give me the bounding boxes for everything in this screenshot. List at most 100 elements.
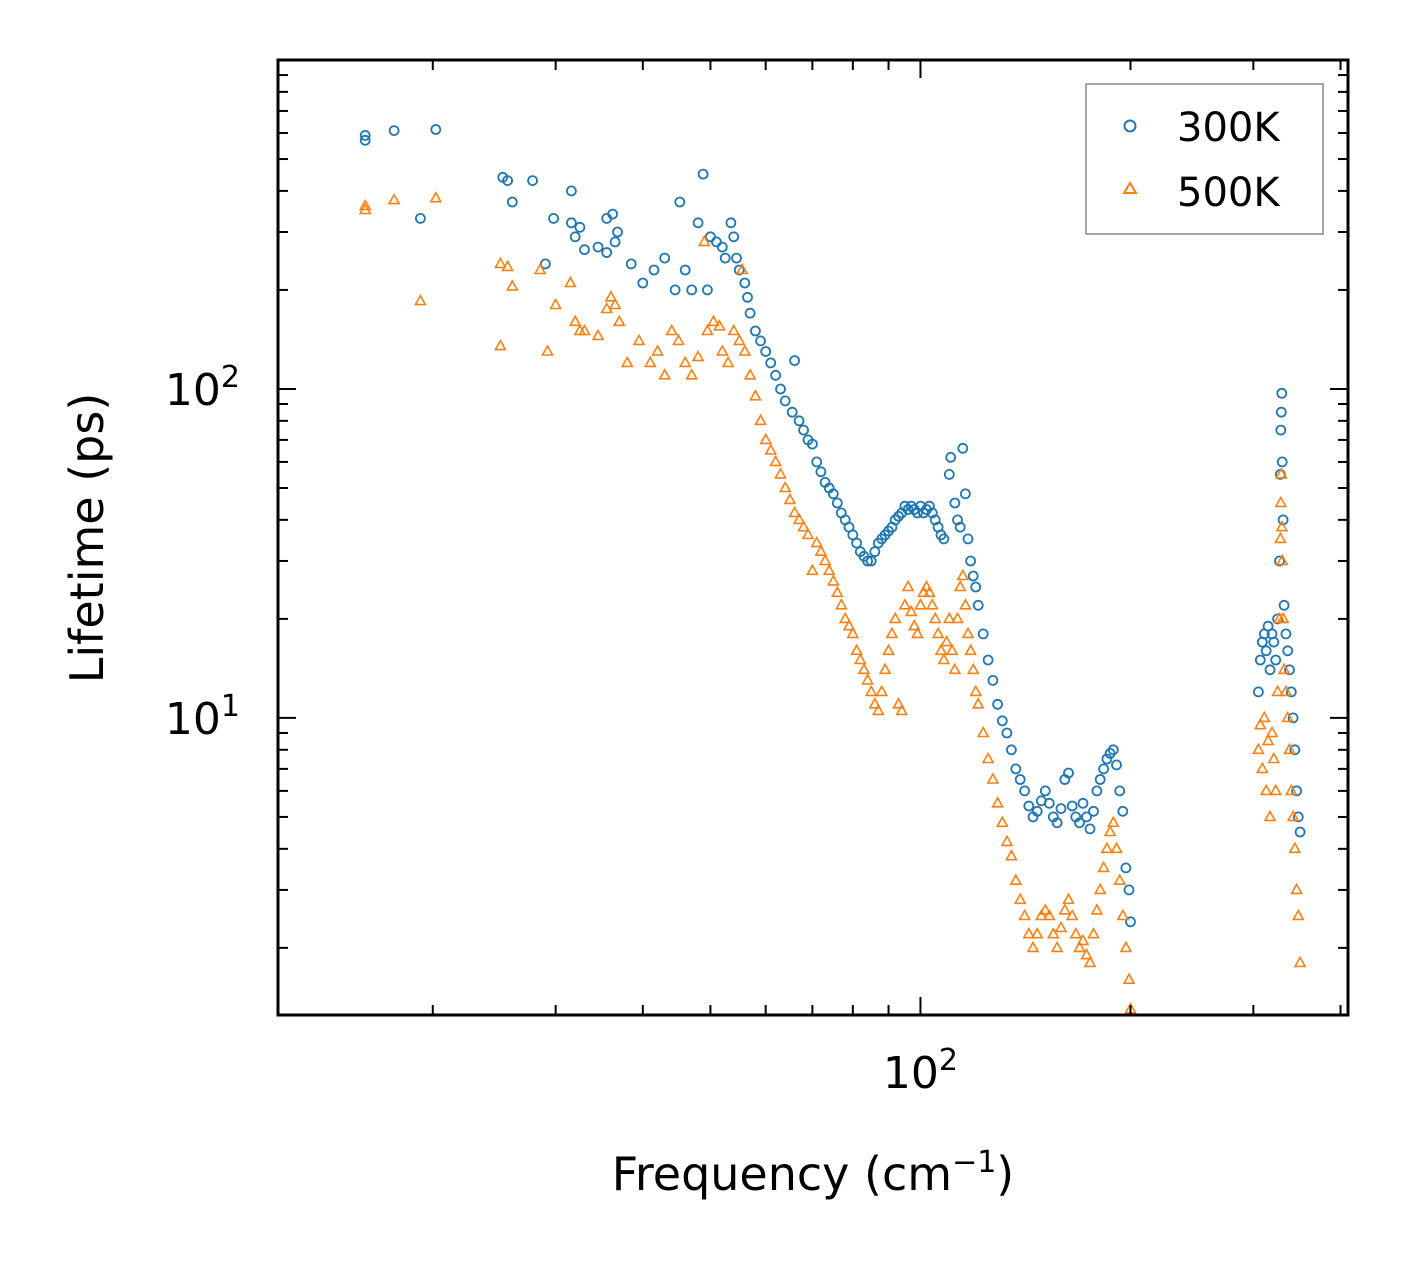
point-500k <box>501 259 514 272</box>
point-300k <box>811 456 823 468</box>
point-300k <box>733 264 745 276</box>
point-500k <box>818 553 832 566</box>
point-500k <box>976 725 990 738</box>
point-300k <box>1276 387 1288 399</box>
point-300k <box>742 291 753 303</box>
point-300k <box>674 196 686 208</box>
point-500k <box>806 563 819 576</box>
point-500k <box>861 673 874 685</box>
point-300k <box>430 124 442 135</box>
point-300k <box>612 226 623 238</box>
point-500k <box>923 585 936 598</box>
point-500k <box>826 574 840 586</box>
legend-box <box>1085 83 1324 235</box>
point-500k <box>414 293 427 306</box>
point-300k <box>970 581 982 593</box>
point-300k <box>798 424 809 436</box>
point-500k <box>801 527 815 540</box>
point-500k <box>358 202 372 215</box>
point-300k <box>1051 817 1063 829</box>
point-500k <box>1275 520 1289 532</box>
point-300k <box>972 599 984 611</box>
point-500k <box>1275 553 1289 566</box>
point-500k <box>871 703 885 716</box>
point-500k <box>1058 903 1072 915</box>
point-500k <box>1030 927 1044 939</box>
point-500k <box>986 772 1000 784</box>
point-500k <box>1277 662 1291 675</box>
point-300k <box>1031 805 1043 817</box>
point-300k <box>609 236 621 248</box>
point-500k <box>934 643 948 656</box>
point-300k <box>637 277 649 289</box>
point-500k <box>1119 940 1133 953</box>
point-300k <box>574 221 586 233</box>
point-500k <box>429 191 443 203</box>
point-300k <box>1282 645 1294 657</box>
point-300k <box>1274 555 1285 567</box>
point-500k <box>774 467 787 479</box>
point-500k <box>651 344 664 356</box>
point-500k <box>1290 882 1303 895</box>
point-500k <box>1005 849 1018 861</box>
point-500k <box>600 301 614 314</box>
point-300k <box>1292 811 1304 823</box>
point-500k <box>1083 955 1097 968</box>
point-500k <box>940 634 953 647</box>
point-500k <box>1013 892 1027 905</box>
point-300k <box>992 698 1003 710</box>
point-300k <box>765 357 777 369</box>
point-300k <box>1285 686 1297 698</box>
point-300k <box>1084 823 1096 835</box>
point-500k <box>1286 809 1300 822</box>
point-500k <box>948 662 962 675</box>
point-300k <box>827 488 839 500</box>
point-500k <box>797 520 810 532</box>
point-300k <box>679 264 691 276</box>
point-500k <box>1122 972 1136 984</box>
point-300k <box>1278 599 1290 611</box>
point-300k <box>1023 800 1035 812</box>
y-tick-label: 101 <box>165 689 240 745</box>
point-500k <box>882 643 895 656</box>
point-500k <box>1281 710 1295 723</box>
legend-marker-300k <box>1123 119 1137 133</box>
point-500k <box>643 355 657 368</box>
point-500k <box>1261 733 1275 746</box>
point-300k <box>669 284 681 296</box>
point-500k <box>895 703 909 716</box>
point-500k <box>1271 684 1284 697</box>
y-tick-label: 102 <box>165 360 240 416</box>
point-300k <box>1268 636 1280 648</box>
point-500k <box>1042 908 1056 921</box>
point-500k <box>1255 761 1269 774</box>
point-500k <box>697 234 711 247</box>
point-500k <box>1065 908 1079 921</box>
point-500k <box>1274 467 1288 479</box>
point-300k <box>719 252 731 264</box>
point-500k <box>953 579 967 592</box>
point-500k <box>678 355 692 368</box>
point-500k <box>533 262 547 275</box>
point-500k <box>892 697 905 709</box>
point-300k <box>540 258 551 270</box>
point-500k <box>814 544 828 556</box>
point-500k <box>961 626 975 639</box>
point-500k <box>966 662 980 675</box>
point-300k <box>1253 686 1264 698</box>
point-300k <box>1114 785 1126 797</box>
point-300k <box>865 555 877 567</box>
point-300k <box>506 196 518 208</box>
point-500k <box>1090 903 1104 915</box>
legend-label-500k: 500K <box>1177 170 1281 216</box>
point-500k <box>901 579 915 592</box>
point-300k <box>1063 767 1074 779</box>
point-300k <box>938 533 950 545</box>
point-500k <box>846 626 860 639</box>
point-300k <box>1291 785 1302 797</box>
point-500k <box>1267 751 1281 764</box>
point-500k <box>568 314 582 327</box>
point-500k <box>1283 742 1296 755</box>
point-500k <box>1284 783 1298 796</box>
point-300k <box>1098 763 1109 775</box>
